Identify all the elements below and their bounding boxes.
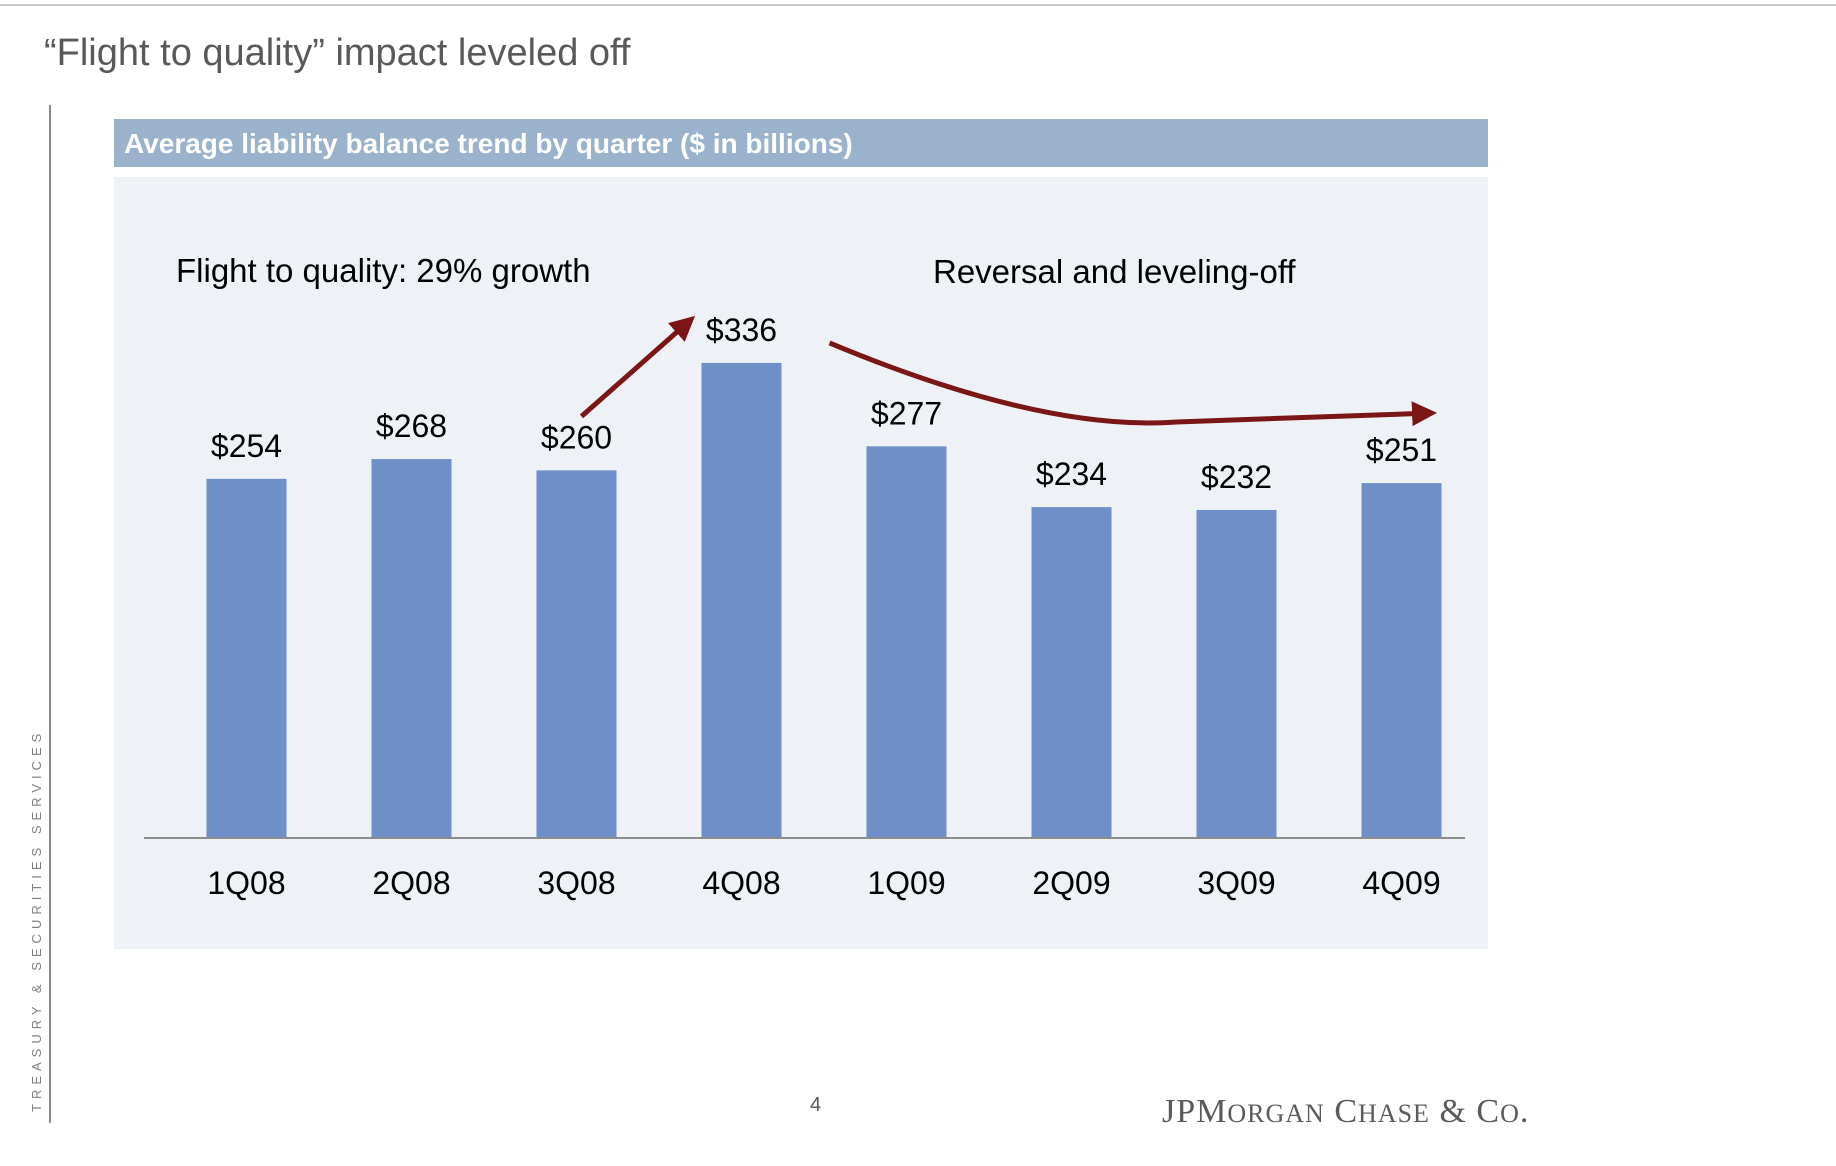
page-number: 4 — [810, 1094, 822, 1116]
x-tick-3Q08: 3Q08 — [537, 865, 615, 901]
data-label-1Q09: $277 — [871, 395, 942, 431]
data-label-3Q08: $260 — [541, 419, 612, 455]
data-label-4Q09: $251 — [1366, 432, 1437, 468]
bar-1Q08 — [206, 478, 287, 838]
bar-3Q09 — [1196, 509, 1277, 838]
bar-2Q08 — [371, 459, 452, 838]
brand-logo: JPMORGAN CHASE & CO. — [1162, 1093, 1530, 1130]
bar-chart: $254 1Q08 $268 2Q08 $260 3Q08 $336 4Q08 $277 1Q09… — [144, 252, 1465, 901]
annotation-growth: Flight to quality: 29% growth — [176, 252, 591, 289]
slide-title: “Flight to quality” impact leveled off — [44, 32, 631, 74]
data-label-2Q08: $268 — [376, 408, 447, 444]
x-tick-4Q09: 4Q09 — [1362, 865, 1440, 901]
bar-3Q08 — [536, 470, 617, 838]
x-tick-1Q08: 1Q08 — [207, 865, 285, 901]
data-label-3Q09: $232 — [1201, 459, 1272, 495]
side-label: TREASURY & SECURITIES SERVICES — [29, 728, 44, 1112]
data-label-1Q08: $254 — [211, 428, 282, 464]
x-tick-4Q08: 4Q08 — [702, 865, 780, 901]
top-rule — [0, 4, 1836, 6]
chart-panel: $254 1Q08 $268 2Q08 $260 3Q08 $336 4Q08 $277 1Q09… — [114, 177, 1488, 949]
chart-title-bar: Average liability balance trend by quart… — [114, 119, 1488, 167]
bar-2Q09 — [1031, 507, 1112, 838]
x-tick-2Q08: 2Q08 — [372, 865, 450, 901]
chart-title: Average liability balance trend by quart… — [124, 128, 853, 159]
reversal-arrow — [828, 340, 1437, 427]
data-label-4Q08: $336 — [706, 312, 777, 348]
annotation-reversal: Reversal and leveling-off — [933, 253, 1296, 290]
x-tick-3Q09: 3Q09 — [1197, 865, 1275, 901]
bar-4Q08 — [701, 362, 782, 838]
x-tick-1Q09: 1Q09 — [867, 865, 945, 901]
data-label-2Q09: $234 — [1036, 456, 1107, 492]
growth-arrow — [579, 315, 696, 419]
x-tick-2Q09: 2Q09 — [1032, 865, 1110, 901]
side-rule — [49, 105, 51, 1123]
bar-4Q09 — [1361, 483, 1442, 838]
bar-1Q09 — [866, 446, 947, 838]
